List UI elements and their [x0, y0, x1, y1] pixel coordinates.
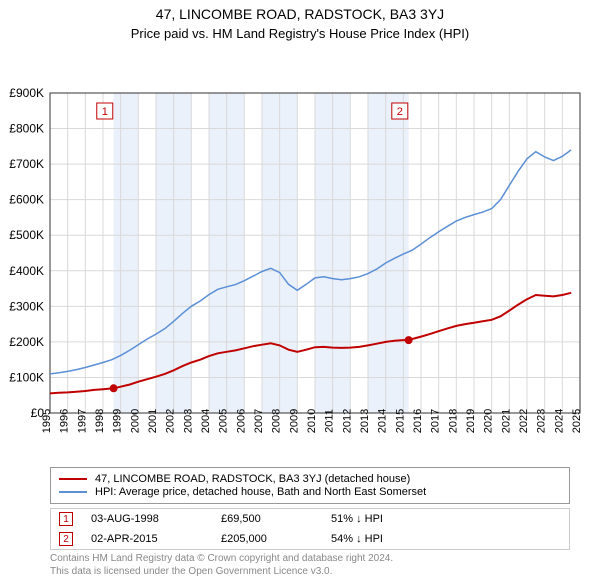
svg-text:1995: 1995 [41, 409, 53, 433]
svg-text:2016: 2016 [412, 409, 424, 433]
svg-text:2: 2 [397, 106, 403, 118]
svg-text:1996: 1996 [59, 409, 71, 433]
svg-text:2018: 2018 [447, 409, 459, 433]
attribution: Contains HM Land Registry data © Crown c… [50, 553, 570, 578]
svg-text:2013: 2013 [359, 409, 371, 433]
svg-text:2001: 2001 [147, 409, 159, 433]
svg-text:2004: 2004 [200, 409, 212, 433]
svg-text:2019: 2019 [465, 409, 477, 433]
legend-swatch [59, 491, 87, 493]
page-subtitle: Price paid vs. HM Land Registry's House … [0, 26, 600, 41]
legend: 47, LINCOMBE ROAD, RADSTOCK, BA3 3YJ (de… [50, 467, 570, 504]
svg-text:2024: 2024 [553, 409, 565, 433]
svg-text:£600K: £600K [9, 193, 44, 207]
sale-relative: 51% ↓ HPI [331, 513, 451, 525]
svg-text:2020: 2020 [483, 409, 495, 433]
svg-text:2010: 2010 [306, 409, 318, 433]
svg-text:2002: 2002 [165, 409, 177, 433]
legend-item: HPI: Average price, detached house, Bath… [59, 486, 561, 498]
svg-text:2012: 2012 [341, 409, 353, 433]
page-title: 47, LINCOMBE ROAD, RADSTOCK, BA3 3YJ [0, 6, 600, 22]
svg-text:2017: 2017 [430, 409, 442, 433]
line-chart: £0£100K£200K£300K£400K£500K£600K£700K£80… [0, 43, 600, 461]
sales-table: 1 03-AUG-1998 £69,500 51% ↓ HPI 2 02-APR… [50, 508, 570, 550]
svg-text:£900K: £900K [9, 86, 44, 100]
svg-text:2006: 2006 [235, 409, 247, 433]
sale-relative: 54% ↓ HPI [331, 533, 451, 545]
attribution-line: This data is licensed under the Open Gov… [50, 566, 570, 578]
legend-label: 47, LINCOMBE ROAD, RADSTOCK, BA3 3YJ (de… [95, 473, 410, 485]
svg-text:£700K: £700K [9, 157, 44, 171]
svg-text:£300K: £300K [9, 299, 44, 313]
svg-text:2005: 2005 [218, 409, 230, 433]
svg-text:£800K: £800K [9, 122, 44, 136]
svg-text:2008: 2008 [271, 409, 283, 433]
legend-swatch [59, 478, 87, 480]
svg-text:1999: 1999 [112, 409, 124, 433]
svg-text:£200K: £200K [9, 335, 44, 349]
chart-container: £0£100K£200K£300K£400K£500K£600K£700K£80… [0, 43, 600, 461]
svg-text:1: 1 [102, 106, 108, 118]
svg-text:2014: 2014 [377, 409, 389, 433]
svg-text:2000: 2000 [129, 409, 141, 433]
sale-price: £69,500 [221, 513, 331, 525]
svg-text:2009: 2009 [288, 409, 300, 433]
svg-text:2015: 2015 [394, 409, 406, 433]
legend-label: HPI: Average price, detached house, Bath… [95, 486, 426, 498]
svg-text:2025: 2025 [571, 409, 583, 433]
svg-text:2021: 2021 [500, 409, 512, 433]
sale-date: 02-APR-2015 [91, 533, 221, 545]
sale-date: 03-AUG-1998 [91, 513, 221, 525]
svg-text:£400K: £400K [9, 264, 44, 278]
sale-price: £205,000 [221, 533, 331, 545]
attribution-line: Contains HM Land Registry data © Crown c… [50, 553, 570, 566]
sale-row: 1 03-AUG-1998 £69,500 51% ↓ HPI [51, 509, 569, 529]
sale-marker-icon: 1 [59, 512, 73, 526]
svg-text:2023: 2023 [536, 409, 548, 433]
sale-marker-icon: 2 [59, 532, 73, 546]
svg-text:2007: 2007 [253, 409, 265, 433]
svg-text:2022: 2022 [518, 409, 530, 433]
svg-text:2003: 2003 [182, 409, 194, 433]
svg-text:1998: 1998 [94, 409, 106, 433]
legend-item: 47, LINCOMBE ROAD, RADSTOCK, BA3 3YJ (de… [59, 473, 561, 485]
svg-text:£100K: £100K [9, 370, 44, 384]
sale-row: 2 02-APR-2015 £205,000 54% ↓ HPI [51, 529, 569, 549]
svg-text:1997: 1997 [76, 409, 88, 433]
svg-text:£500K: £500K [9, 228, 44, 242]
